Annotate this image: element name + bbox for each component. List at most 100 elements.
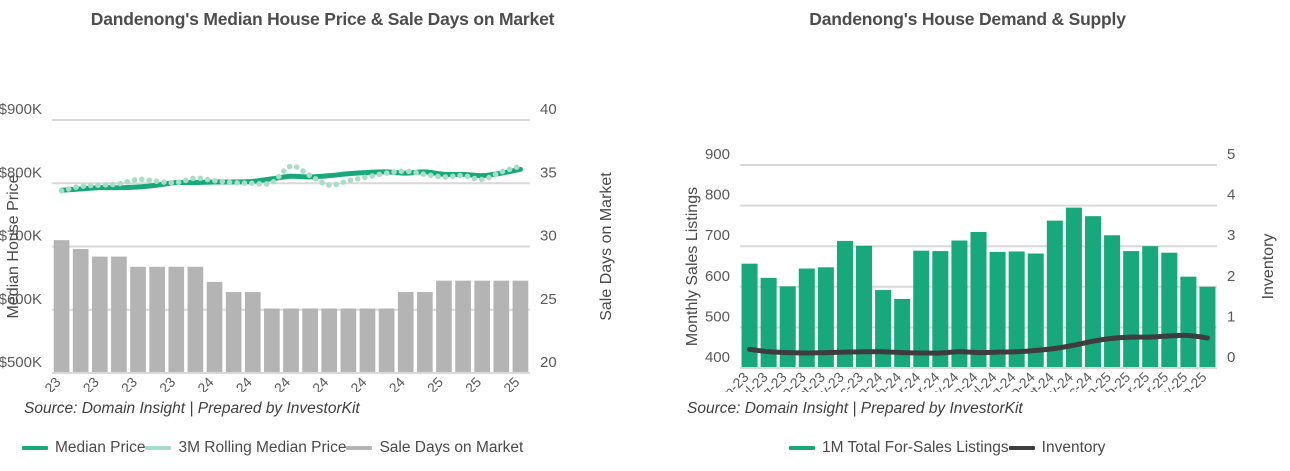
bar bbox=[264, 308, 280, 373]
bar bbox=[913, 250, 930, 368]
bar bbox=[493, 280, 510, 373]
bar bbox=[91, 256, 108, 373]
legend-item[interactable]: 3M Rolling Median Price bbox=[145, 440, 346, 456]
bar bbox=[206, 281, 223, 373]
legend-item[interactable]: Median Price bbox=[22, 440, 145, 456]
line-series-median-price bbox=[59, 166, 523, 193]
legend-label: 3M Rolling Median Price bbox=[178, 439, 347, 456]
bar bbox=[970, 231, 987, 368]
bar bbox=[302, 308, 318, 373]
legend-label: 1M Total For-Sales Listings bbox=[822, 439, 1009, 456]
bar bbox=[417, 292, 433, 373]
legend-left: Median Price 3M Rolling Median Price Sale … bbox=[22, 440, 523, 456]
bar bbox=[741, 263, 758, 368]
x-axis-tick-label: Feb-25 bbox=[403, 374, 446, 392]
bar bbox=[1104, 235, 1121, 368]
bar bbox=[397, 292, 414, 373]
bar bbox=[1123, 251, 1140, 368]
y2-axis-tick-label: 0 bbox=[1227, 349, 1235, 366]
legend-right: 1M Total For-Sales Listings Inventory bbox=[789, 440, 1105, 456]
bar bbox=[817, 267, 834, 368]
bar bbox=[168, 266, 185, 373]
bar bbox=[455, 280, 471, 373]
legend-swatch-bar-icon bbox=[346, 445, 373, 450]
y2-axis-tick-label: 30 bbox=[540, 228, 557, 245]
bar bbox=[225, 292, 242, 373]
bar bbox=[474, 280, 491, 373]
y2-axis-title: Sale Days on Market bbox=[598, 172, 615, 321]
bar bbox=[512, 280, 529, 373]
x-axis-tick-label: Apr-25 bbox=[443, 374, 484, 392]
y2-axis-tick-label: 40 bbox=[540, 101, 557, 118]
bar bbox=[856, 245, 873, 368]
legend-label: Inventory bbox=[1041, 439, 1106, 456]
bar bbox=[149, 266, 165, 373]
bar bbox=[244, 292, 261, 373]
x-axis-tick-label: Apr-24 bbox=[214, 374, 255, 392]
y-axis-tick-label: $700K bbox=[0, 228, 42, 245]
legend-label: Sale Days on Market bbox=[379, 439, 524, 456]
y2-axis-tick-label: 5 bbox=[1227, 146, 1235, 163]
bar bbox=[951, 240, 968, 368]
x-axis-tick-label: Jun-25 bbox=[481, 374, 523, 392]
legend-swatch-bar-icon bbox=[789, 445, 815, 450]
chart-panel-left: Dandenong's Median House Price & Sale Da… bbox=[0, 9, 645, 456]
legend-swatch-line-icon bbox=[1008, 445, 1035, 450]
line-series-inventory bbox=[747, 332, 1210, 356]
bar bbox=[760, 277, 777, 368]
legend-label: Median Price bbox=[55, 439, 146, 456]
page-title-left: Dandenong's Median House Price & Sale Da… bbox=[90, 9, 555, 29]
page-title-right: Dandenong's House Demand & Supply bbox=[809, 9, 1126, 29]
bar bbox=[1065, 207, 1082, 368]
bar bbox=[1142, 246, 1159, 368]
y-axis-tick-label: $800K bbox=[0, 164, 42, 181]
source-note-left: Source: Domain Insight | Prepared by Inv… bbox=[24, 400, 360, 417]
chart-panel-right: Dandenong's House Demand & Supply 400 500… bbox=[645, 0, 1290, 471]
bar bbox=[1161, 252, 1178, 368]
y2-axis-tick-label: 2 bbox=[1227, 268, 1235, 285]
bar bbox=[111, 256, 127, 373]
y2-axis-tick-label: 35 bbox=[540, 164, 557, 181]
y-axis-tick-label: 500 bbox=[705, 308, 730, 325]
y-axis-title: Median House Price bbox=[5, 174, 22, 318]
legend-item[interactable]: Inventory bbox=[1008, 439, 1106, 456]
x-axis-tick-label: Oct-24 bbox=[329, 374, 370, 392]
plot-area-left: $500K $600K $700K $800K $900K 20 25 30 35 40 Jun-2… bbox=[0, 32, 645, 392]
y2-axis-tick-label: 20 bbox=[540, 354, 557, 371]
bar bbox=[72, 249, 89, 373]
bar bbox=[359, 308, 376, 373]
bar bbox=[1199, 286, 1216, 368]
y-axis-tick-label: 800 bbox=[705, 187, 730, 204]
bar bbox=[130, 266, 146, 373]
x-axis-tick-label: Dec-24 bbox=[365, 374, 408, 392]
bar bbox=[1180, 276, 1197, 368]
legend-swatch-line-icon bbox=[145, 445, 172, 450]
bar bbox=[436, 280, 452, 373]
bar bbox=[894, 298, 911, 368]
bar bbox=[378, 308, 395, 373]
bar bbox=[779, 286, 796, 368]
legend-item[interactable]: Sale Days on Market bbox=[346, 440, 523, 456]
x-axis-tick-label: Aug-23 bbox=[59, 374, 102, 392]
x-axis-tick-label: Jun-24 bbox=[252, 374, 294, 392]
bar bbox=[1046, 220, 1063, 368]
bar-series-1m-total-for-sales-listings bbox=[741, 207, 1216, 368]
x-axis-tick-label: Jun-23 bbox=[22, 374, 64, 392]
x-axis-tick-label: Aug-24 bbox=[288, 374, 331, 392]
bar bbox=[340, 308, 357, 373]
y-axis-tick-label: 400 bbox=[705, 349, 730, 366]
bar bbox=[836, 240, 853, 368]
y-axis-tick-label: $600K bbox=[0, 291, 42, 308]
y2-axis-tick-label: 1 bbox=[1227, 308, 1235, 325]
legend-swatch-line-icon bbox=[22, 445, 48, 450]
y-axis-title: Monthly Sales Listings bbox=[684, 187, 701, 346]
x-axis-tick-label: Dec-23 bbox=[135, 374, 178, 392]
bar-series-sale-days-on-market bbox=[53, 240, 529, 373]
y-axis-tick-label: $900K bbox=[0, 101, 42, 118]
bar bbox=[321, 308, 338, 373]
legend-item[interactable]: 1M Total For-Sales Listings bbox=[789, 440, 1009, 456]
line-series-3m-rolling-median-price bbox=[58, 163, 524, 194]
y2-axis-tick-label: 25 bbox=[540, 291, 557, 308]
chart-svg-left: $500K $600K $700K $800K $900K 20 25 30 35 40 Jun-2… bbox=[0, 101, 615, 392]
